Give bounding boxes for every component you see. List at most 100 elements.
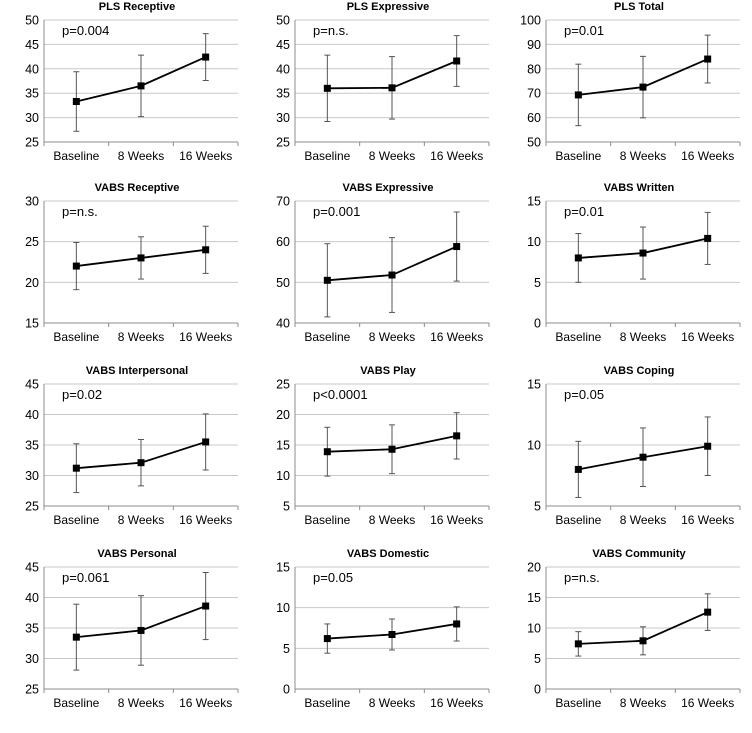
y-tick-label: 70 — [276, 195, 290, 209]
y-tick-label: 30 — [25, 195, 39, 209]
chart-title: PLS Expressive — [347, 1, 430, 13]
x-category-label: 8 Weeks — [369, 513, 415, 527]
y-tick-label: 15 — [276, 439, 290, 453]
p-value-annotation: p=0.004 — [62, 23, 109, 38]
chart-panel-vabs-play: 5 10 15 20 25 Baseline 8 Weeks 16 Weeks VABS Pla… — [251, 364, 501, 547]
y-tick-label: 45 — [25, 561, 39, 575]
y-tick-label: 5 — [283, 642, 290, 656]
chart-svg-vabs-expressive: 40 50 60 70 Baseline 8 Weeks 16 Weeks VABS Expr… — [276, 182, 490, 344]
data-point — [453, 57, 461, 65]
y-tick-label: 15 — [25, 317, 39, 331]
y-tick-label: 0 — [534, 317, 541, 331]
data-point — [72, 97, 80, 105]
chart-title: VABS Interpersonal — [86, 365, 189, 377]
y-tick-label: 15 — [527, 591, 541, 605]
x-category-label: 8 Weeks — [369, 330, 415, 344]
data-point — [704, 608, 712, 616]
chart-title: VABS Community — [592, 548, 686, 560]
chart-svg-vabs-personal: 25 30 35 40 45 Baseline 8 Weeks 16 Weeks VABS Pe… — [25, 548, 239, 710]
chart-panel-vabs-receptive: 15 20 25 30 Baseline 8 Weeks 16 Weeks VABS Rece… — [0, 181, 250, 364]
y-tick-label: 40 — [25, 408, 39, 422]
data-point — [453, 432, 461, 440]
y-tick-label: 50 — [527, 136, 541, 150]
chart-title: VABS Coping — [604, 365, 675, 377]
y-tick-label: 50 — [276, 276, 290, 290]
data-point — [323, 276, 331, 284]
y-tick-label: 15 — [527, 378, 541, 392]
y-tick-label: 35 — [25, 622, 39, 636]
y-tick-label: 15 — [276, 561, 290, 575]
data-point — [704, 234, 712, 242]
y-tick-label: 40 — [25, 62, 39, 76]
chart-svg-vabs-domestic: 0 5 10 15 Baseline 8 Weeks 16 Weeks VABS Domest… — [276, 548, 490, 710]
data-point — [388, 631, 396, 639]
x-category-label: 8 Weeks — [620, 330, 666, 344]
x-category-label: 16 Weeks — [179, 330, 232, 344]
y-tick-label: 80 — [527, 62, 541, 76]
y-tick-label: 25 — [25, 500, 39, 514]
data-point — [323, 448, 331, 456]
x-category-label: Baseline — [555, 513, 601, 527]
data-point — [137, 82, 145, 90]
chart-panel-vabs-expressive: 40 50 60 70 Baseline 8 Weeks 16 Weeks VABS Expr… — [251, 181, 501, 364]
x-category-label: Baseline — [555, 330, 601, 344]
data-point — [137, 626, 145, 634]
data-point — [72, 262, 80, 270]
y-tick-label: 35 — [25, 439, 39, 453]
x-category-label: Baseline — [53, 149, 99, 163]
chart-title: VABS Personal — [97, 548, 176, 560]
chart-svg-pls-receptive: 25 30 35 40 45 50 Baseline 8 Weeks 16 Weeks PLS R… — [25, 1, 239, 163]
x-category-label: 16 Weeks — [681, 330, 734, 344]
y-tick-label: 10 — [527, 622, 541, 636]
x-category-label: Baseline — [304, 330, 350, 344]
y-tick-label: 25 — [276, 378, 290, 392]
y-tick-label: 40 — [276, 317, 290, 331]
chart-title: VABS Domestic — [347, 548, 429, 560]
y-tick-label: 70 — [527, 87, 541, 101]
data-point — [202, 53, 210, 61]
data-point — [137, 459, 145, 467]
chart-panel-vabs-written: 0 5 10 15 Baseline 8 Weeks 16 Weeks VABS Writte… — [502, 181, 752, 364]
chart-panel-pls-expressive: 25 30 35 40 45 50 Baseline 8 Weeks 16 Weeks PLS E… — [251, 0, 501, 183]
chart-panel-vabs-personal: 25 30 35 40 45 Baseline 8 Weeks 16 Weeks VABS Pe… — [0, 547, 250, 730]
x-category-label: 8 Weeks — [369, 149, 415, 163]
p-value-annotation: p=n.s. — [313, 23, 349, 38]
x-category-label: Baseline — [53, 330, 99, 344]
chart-panel-pls-total: 50 60 70 80 90 100 Baseline 8 Weeks 16 Weeks PLS … — [502, 0, 752, 183]
x-category-label: Baseline — [304, 513, 350, 527]
y-tick-label: 20 — [527, 561, 541, 575]
y-tick-label: 50 — [276, 14, 290, 28]
y-tick-label: 10 — [276, 469, 290, 483]
y-tick-label: 45 — [25, 378, 39, 392]
chart-svg-vabs-community: 0 5 10 15 20 Baseline 8 Weeks 16 Weeks VABS Comm… — [527, 548, 741, 710]
x-category-label: 16 Weeks — [179, 513, 232, 527]
y-tick-label: 20 — [276, 408, 290, 422]
x-category-label: 16 Weeks — [681, 513, 734, 527]
data-point — [323, 84, 331, 92]
p-value-annotation: p=0.02 — [62, 387, 102, 402]
y-tick-label: 35 — [276, 87, 290, 101]
data-point — [388, 84, 396, 92]
data-point — [137, 254, 145, 262]
p-value-annotation: p=0.01 — [564, 23, 604, 38]
data-point — [639, 453, 647, 461]
p-value-annotation: p=0.01 — [564, 204, 604, 219]
data-point — [704, 55, 712, 63]
y-tick-label: 35 — [25, 87, 39, 101]
data-point — [574, 91, 582, 99]
chart-title: VABS Written — [604, 182, 675, 194]
y-tick-label: 25 — [25, 683, 39, 697]
chart-svg-vabs-receptive: 15 20 25 30 Baseline 8 Weeks 16 Weeks VABS Rece… — [25, 182, 239, 344]
y-tick-label: 0 — [534, 683, 541, 697]
x-category-label: 8 Weeks — [620, 696, 666, 710]
data-point — [388, 271, 396, 279]
y-tick-label: 60 — [527, 111, 541, 125]
x-category-label: 8 Weeks — [118, 330, 164, 344]
chart-panel-vabs-coping: 5 10 15 Baseline 8 Weeks 16 Weeks VABS Coping p… — [502, 364, 752, 547]
data-point — [639, 249, 647, 257]
x-category-label: 8 Weeks — [118, 149, 164, 163]
y-tick-label: 5 — [534, 276, 541, 290]
chart-svg-vabs-play: 5 10 15 20 25 Baseline 8 Weeks 16 Weeks VABS Pla… — [276, 365, 490, 527]
p-value-annotation: p=0.061 — [62, 570, 109, 585]
x-category-label: Baseline — [53, 513, 99, 527]
